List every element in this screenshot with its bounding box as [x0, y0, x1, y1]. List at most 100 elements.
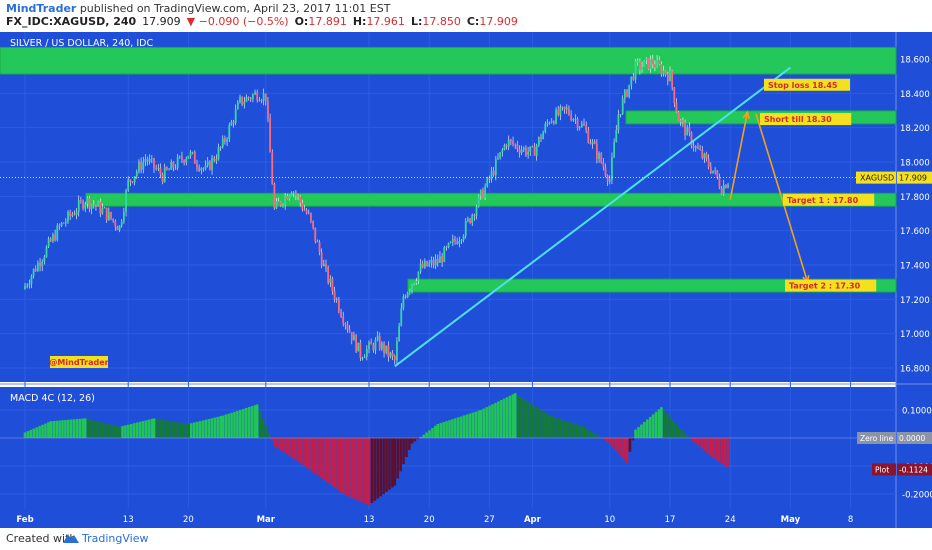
y-tick-label: 17.800: [900, 193, 930, 203]
macd-bar: [402, 438, 405, 465]
y-tick-label: 18.600: [900, 56, 930, 66]
candle-body: [436, 258, 439, 263]
x-tick-label: 20: [183, 515, 194, 525]
candle-body: [290, 193, 293, 196]
candle-body: [163, 167, 166, 182]
macd-bar: [155, 418, 159, 438]
candle-body: [159, 167, 162, 175]
macd-bar: [216, 416, 219, 438]
macd-bar: [668, 417, 672, 438]
price-scale[interactable]: [896, 32, 932, 528]
candle-body: [353, 335, 355, 341]
candle-body: [385, 345, 388, 353]
x-axis: Feb 13 20 Mar 13 20 27 Apr 10 17 24 May 8: [16, 515, 853, 525]
candle-body: [30, 275, 33, 285]
macd-bar: [152, 418, 156, 438]
x-tick-label: 27: [484, 515, 495, 525]
candle-body: [525, 147, 527, 155]
macd-y-tick-label: 0.1000: [902, 407, 932, 417]
candle-body: [634, 61, 637, 80]
candle-body: [144, 159, 147, 162]
zero-value-box: [897, 432, 932, 444]
candle-body: [185, 158, 188, 163]
sr-zone: [85, 192, 897, 207]
candle-body: [226, 139, 228, 142]
macd-bar: [413, 438, 417, 442]
macd-bar: [477, 410, 481, 438]
candle-body: [458, 240, 461, 244]
candle-body: [565, 108, 568, 110]
macd-bar: [597, 436, 600, 438]
candle-body: [544, 124, 547, 133]
candle-body: [247, 97, 250, 99]
macd-bar: [44, 423, 47, 438]
candle-body: [243, 101, 246, 105]
candle-body: [645, 58, 648, 61]
candle-body: [355, 335, 357, 352]
macd-bar: [451, 419, 454, 438]
macd-bar: [58, 420, 61, 438]
chart-canvas[interactable]: 18.600 18.400 18.200 18.000 17.800 17.600 17.4…: [0, 32, 932, 528]
macd-bar: [310, 438, 314, 471]
candle-body: [720, 187, 723, 195]
macd-bar: [513, 393, 517, 438]
candle-body: [187, 155, 190, 159]
macd-bar: [95, 421, 99, 438]
macd-bar: [391, 438, 394, 488]
macd-bar: [132, 423, 136, 438]
candle-body: [570, 114, 572, 121]
macd-bar: [522, 398, 526, 438]
candle-body: [568, 108, 570, 115]
candle-body: [604, 167, 607, 176]
low-value: 17.850: [422, 15, 461, 28]
macd-bar: [588, 430, 592, 438]
candle-body: [447, 242, 450, 248]
candle-body: [327, 267, 330, 283]
candle-body: [26, 285, 29, 287]
candle-body: [507, 139, 510, 147]
x-tick-label: 13: [364, 515, 375, 525]
candle-body: [572, 118, 575, 121]
candle-body: [658, 60, 661, 65]
candle-body: [303, 209, 306, 211]
candle-body: [153, 158, 155, 168]
candle-body: [725, 184, 727, 189]
candle-body: [492, 170, 495, 176]
candle-body: [484, 186, 486, 198]
macd-bar: [546, 414, 549, 438]
time-scale[interactable]: [0, 509, 896, 528]
price-change: ▼ −0.090 (−0.5%): [186, 15, 289, 28]
candle-body: [131, 181, 134, 183]
candle-body: [176, 157, 179, 169]
x-tick-label: 8: [848, 515, 853, 525]
tradingview-brand[interactable]: TradingView: [82, 532, 149, 545]
candle-body: [45, 246, 48, 258]
macd-bar: [333, 438, 337, 489]
candle-body: [37, 262, 39, 271]
macd-bar: [637, 427, 640, 438]
candle-body: [204, 165, 207, 169]
macd-pane[interactable]: [0, 387, 896, 509]
macd-bar: [396, 438, 400, 479]
candle-body: [54, 234, 56, 241]
candle-body: [510, 139, 512, 141]
plot-tag: Plot: [875, 465, 889, 474]
candle-body: [86, 197, 89, 204]
open-value: 17.891: [308, 15, 347, 28]
main-pane[interactable]: [0, 32, 896, 382]
author-link[interactable]: MindTrader: [6, 2, 77, 15]
macd-bars: [0, 393, 896, 506]
watermark-box: [50, 356, 108, 368]
macd-bar: [671, 420, 675, 438]
macd-bar: [660, 407, 663, 438]
drawings: [394, 66, 810, 368]
candle-body: [537, 137, 540, 146]
x-tick-label: 20: [424, 515, 435, 525]
macd-bar: [104, 423, 107, 438]
candle-body: [666, 74, 669, 82]
macd-bar: [327, 438, 331, 484]
candle-body: [514, 144, 517, 146]
candle-body: [228, 125, 231, 140]
macd-bar: [531, 404, 535, 438]
macd-bar: [150, 418, 154, 438]
